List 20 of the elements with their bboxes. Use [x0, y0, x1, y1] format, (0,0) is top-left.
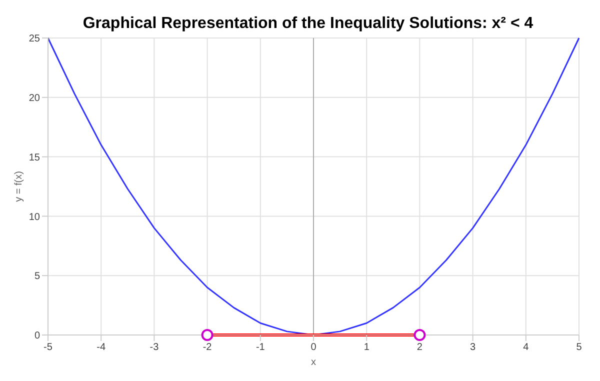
y-tick-label: 0 — [34, 330, 40, 342]
y-tick-label: 20 — [28, 92, 40, 104]
x-axis-title: x — [311, 357, 316, 368]
x-tick-label: 4 — [523, 342, 530, 354]
x-tick-label: 0 — [310, 342, 317, 354]
y-tick-label: 10 — [28, 212, 40, 223]
x-tick-label: 3 — [470, 342, 476, 354]
y-tick-label: 25 — [28, 34, 40, 45]
y-tick-label: 5 — [34, 271, 40, 282]
y-axis-title: y = f(x) — [14, 171, 25, 202]
x-tick-label: 5 — [576, 342, 582, 354]
x-tick-label: -4 — [96, 342, 106, 354]
x-tick-label: -1 — [256, 342, 266, 354]
chart-title: Graphical Representation of the Inequality Solutions: x² < 4 — [82, 15, 534, 32]
x-tick-label: -2 — [202, 342, 212, 354]
x-tick-label: 1 — [364, 342, 370, 354]
x-tick-label: -5 — [44, 342, 53, 354]
x-tick-label: 2 — [416, 342, 423, 354]
y-tick-label: 15 — [28, 152, 40, 164]
x-tick-label: -3 — [150, 342, 160, 354]
